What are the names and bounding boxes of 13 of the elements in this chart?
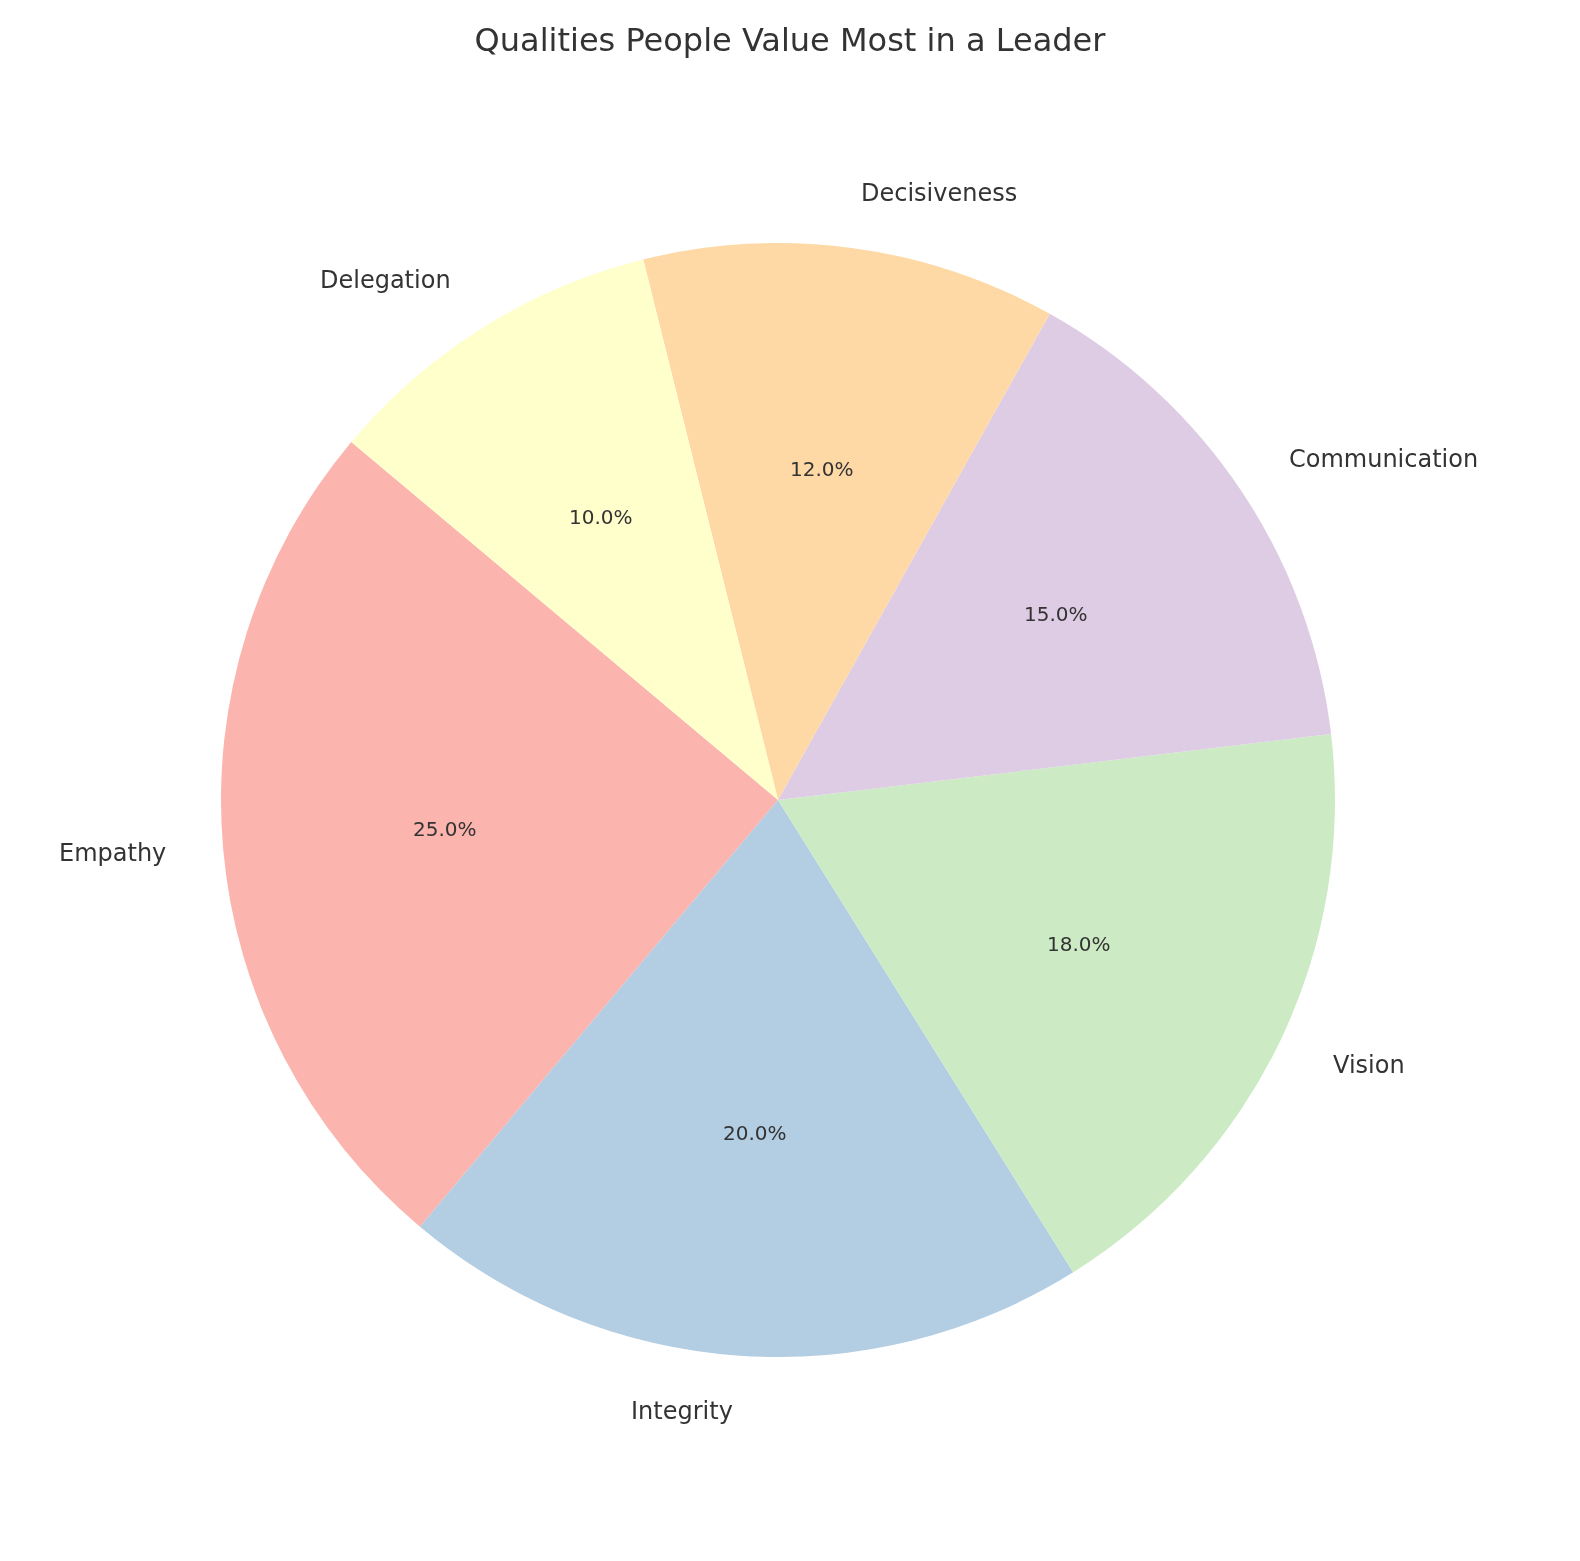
slice-label: Integrity bbox=[631, 1397, 733, 1425]
data-label: 15.0% bbox=[1024, 602, 1088, 626]
slice-label: Vision bbox=[1333, 1051, 1405, 1079]
slice-label: Empathy bbox=[59, 839, 167, 867]
data-label: 25.0% bbox=[413, 817, 477, 841]
slice-label: Delegation bbox=[320, 266, 451, 294]
data-label: 20.0% bbox=[723, 1121, 787, 1145]
data-label: 10.0% bbox=[569, 505, 633, 529]
slice-label: Communication bbox=[1289, 445, 1479, 473]
data-label: 12.0% bbox=[790, 457, 854, 481]
slice-label: Decisiveness bbox=[861, 179, 1018, 207]
data-label: 18.0% bbox=[1047, 932, 1111, 956]
chart-title: Qualities People Value Most in a Leader bbox=[474, 21, 1107, 60]
